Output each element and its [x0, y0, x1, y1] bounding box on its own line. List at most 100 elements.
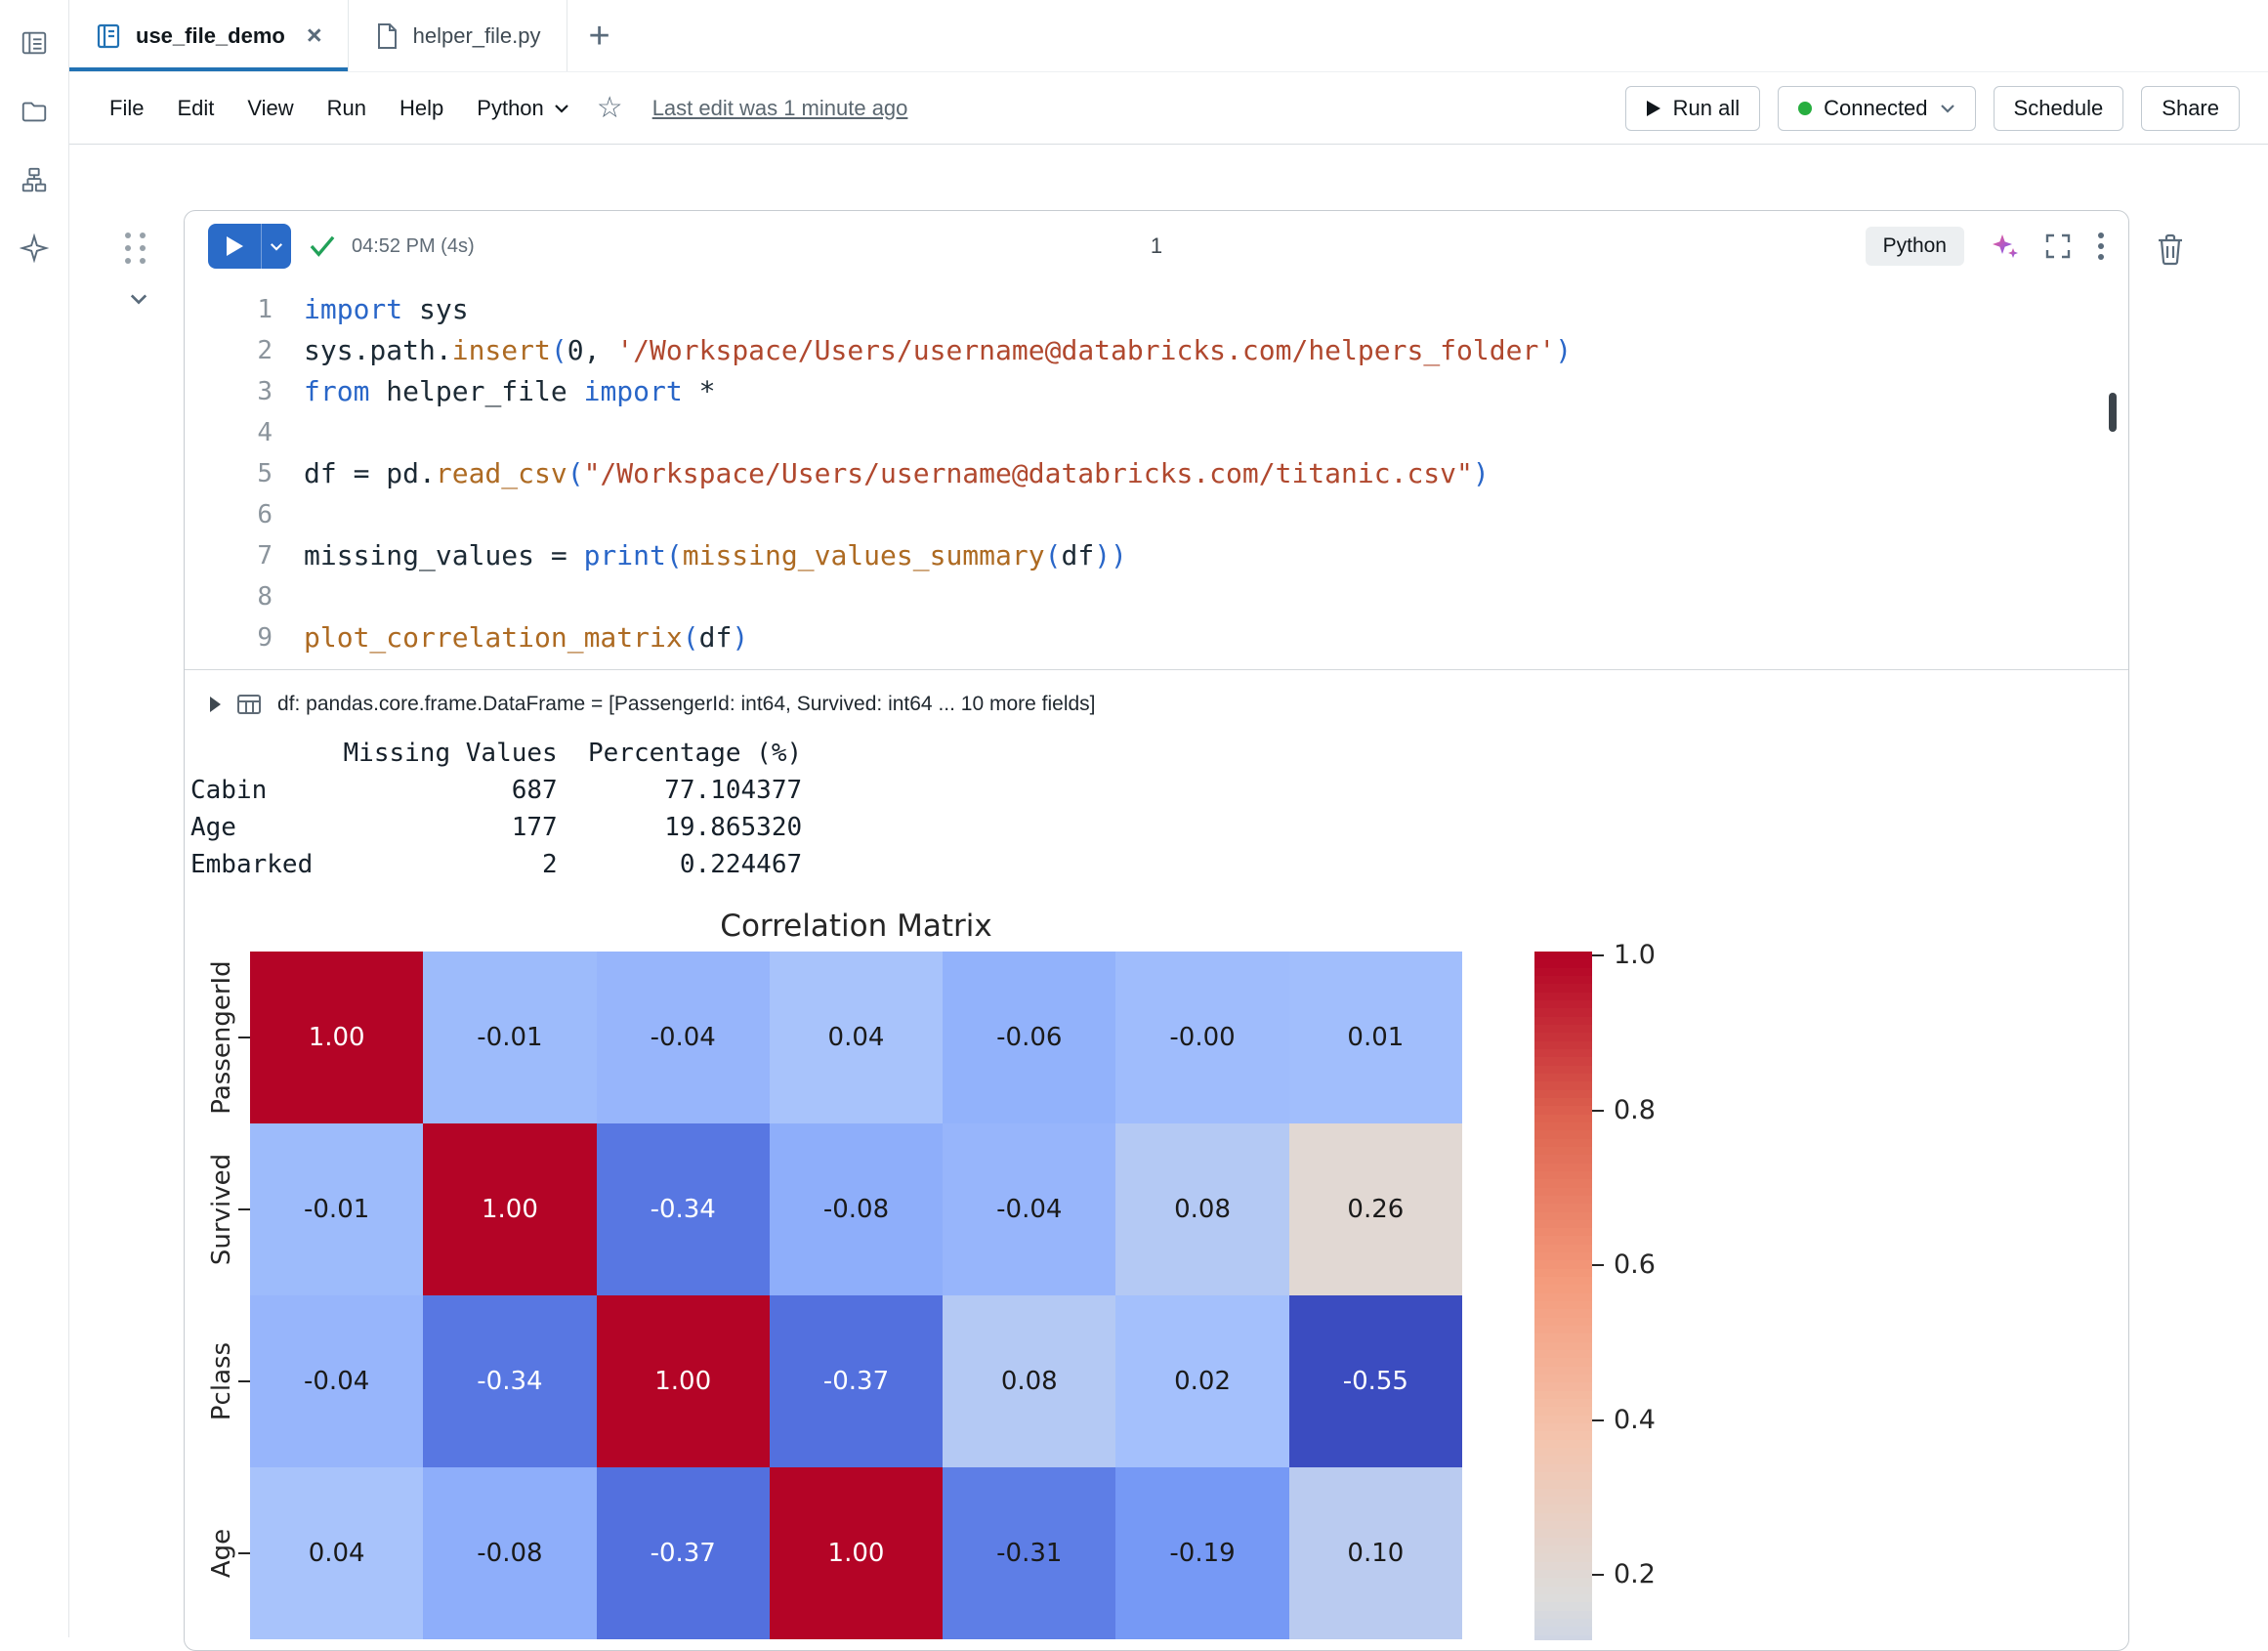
code-editor[interactable]: 1 import sys 2 sys.path.insert(0, '/Workspa…	[185, 281, 2128, 669]
heatmap-cell: -0.06	[943, 952, 1116, 1123]
colorbar-tick	[1592, 1418, 1604, 1421]
share-button[interactable]: Share	[2141, 85, 2240, 131]
heatmap-cell: 0.08	[943, 1295, 1116, 1467]
heatmap-row-label: Survived	[207, 1153, 236, 1266]
assistant-sparkle-icon[interactable]	[20, 233, 49, 263]
heatmap-row-label: Age	[207, 1528, 236, 1579]
delete-cell-button[interactable]	[2155, 233, 2186, 266]
chevron-down-icon	[555, 104, 568, 113]
heatmap-cell: -0.34	[596, 1123, 770, 1295]
code-line-8[interactable]: 8	[185, 576, 2128, 617]
correlation-heatmap: 1.00 -0.01 -0.04 0.04 -0.06 -0.00 0.01 -0.01 1.0…	[250, 952, 1462, 1639]
code-line-6[interactable]: 6	[185, 494, 2128, 535]
heatmap-cell: -0.04	[943, 1123, 1116, 1295]
heatmap-cell: 1.00	[769, 1467, 944, 1639]
heatmap-cell: -0.01	[250, 1123, 424, 1295]
heatmap-cell: -0.04	[250, 1295, 424, 1467]
heatmap-cell: -0.55	[1288, 1295, 1462, 1467]
play-icon	[1646, 100, 1660, 116]
code-line-4[interactable]: 4	[185, 412, 2128, 453]
new-tab-button[interactable]: +	[588, 15, 610, 57]
tab-label: helper_file.py	[412, 22, 541, 48]
colorbar-tick-label: 0.2	[1614, 1559, 1656, 1590]
heatmap-cell: 1.00	[423, 1123, 597, 1295]
last-edit-link[interactable]: Last edit was 1 minute ago	[651, 95, 908, 120]
heatmap-row-label: Pclass	[207, 1341, 236, 1421]
notebook-icon	[95, 22, 122, 50]
code-line-7[interactable]: 7 missing_values = print(missing_values_s…	[185, 535, 2128, 576]
tab-use-file-demo[interactable]: use_file_demo ×	[69, 0, 349, 71]
expand-caret-icon[interactable]	[210, 697, 221, 712]
cell-drag-handle[interactable]	[125, 233, 147, 264]
heatmap-cell: -0.19	[1115, 1467, 1289, 1639]
line-number: 5	[257, 459, 273, 488]
run-all-button[interactable]: Run all	[1624, 85, 1761, 131]
code-lines: 1 import sys 2 sys.path.insert(0, '/Workspa…	[185, 289, 2128, 658]
heatmap-cell: 1.00	[596, 1295, 770, 1467]
heatmap-cell: -0.37	[769, 1295, 944, 1467]
code-line-5[interactable]: 5 df = pd.read_csv("/Workspace/Users/user…	[185, 453, 2128, 494]
line-number: 2	[257, 336, 273, 365]
menu-run[interactable]: Run	[326, 95, 367, 120]
colorbar-tick-label: 0.8	[1614, 1094, 1656, 1125]
axis-tick	[238, 1552, 250, 1554]
heatmap-cell: 0.08	[1115, 1123, 1289, 1295]
colorbar-tick	[1592, 954, 1604, 956]
favorite-star-icon[interactable]: ☆	[596, 91, 623, 124]
plot-title: Correlation Matrix	[720, 909, 992, 944]
line-number: 4	[257, 418, 273, 447]
run-cell-button[interactable]	[208, 236, 261, 256]
chevron-down-icon	[271, 242, 282, 251]
results-divider	[185, 669, 2128, 670]
file-icon	[374, 22, 399, 50]
heatmap-cell: 0.04	[769, 952, 944, 1123]
heatmap-cell: -0.34	[423, 1295, 597, 1467]
schedule-button[interactable]: Schedule	[1993, 85, 2124, 131]
heatmap-cell: 0.10	[1288, 1467, 1462, 1639]
kebab-menu-icon[interactable]	[2097, 232, 2105, 261]
folder-icon[interactable]	[20, 97, 49, 126]
trash-icon	[2159, 233, 2182, 266]
table-of-contents-icon[interactable]	[20, 28, 49, 58]
code-line-1[interactable]: 1 import sys	[185, 289, 2128, 330]
heatmap-cell: 1.00	[250, 952, 424, 1123]
heatmap-cell: 0.01	[1288, 952, 1462, 1123]
menu-view[interactable]: View	[247, 95, 294, 120]
run-cell-split-button[interactable]	[208, 224, 291, 269]
line-number: 8	[257, 582, 273, 612]
notebook-language-selector[interactable]: Python	[477, 96, 569, 121]
fullscreen-icon[interactable]	[2044, 233, 2072, 260]
dataframe-summary-row[interactable]: df: pandas.core.frame.DataFrame = [Passe…	[210, 683, 1096, 726]
close-tab-icon[interactable]: ×	[306, 21, 322, 50]
lineage-icon[interactable]	[20, 165, 49, 194]
axis-tick	[238, 1208, 250, 1210]
assistant-icon[interactable]	[1990, 232, 2019, 261]
cell-header: 04:52 PM (4s) 1 Python	[185, 211, 2128, 281]
cluster-connected-dropdown[interactable]: Connected	[1778, 85, 1976, 131]
line-number: 1	[257, 295, 273, 324]
run-options-caret[interactable]	[262, 242, 291, 251]
dataframe-summary-text: df: pandas.core.frame.DataFrame = [Passe…	[277, 693, 1096, 715]
cell-collapse-chevron-icon[interactable]	[129, 293, 148, 305]
heatmap-cell: -0.08	[769, 1123, 944, 1295]
code-line-9[interactable]: 9 plot_correlation_matrix(df)	[185, 617, 2128, 658]
colorbar-tick-label: 0.4	[1614, 1404, 1656, 1435]
heatmap-cell: -0.00	[1115, 952, 1289, 1123]
tab-helper-file[interactable]: helper_file.py	[349, 0, 567, 71]
heatmap-cell: 0.04	[250, 1467, 424, 1639]
connected-status-dot	[1798, 101, 1813, 115]
cell-success-check-icon	[309, 234, 336, 258]
chevron-down-icon	[1940, 104, 1954, 113]
menu-edit[interactable]: Edit	[177, 95, 215, 120]
code-line-3[interactable]: 3 from helper_file import *	[185, 371, 2128, 412]
heatmap-cell: 0.02	[1115, 1295, 1289, 1467]
axis-tick	[238, 1037, 250, 1038]
code-scrollbar-thumb[interactable]	[2109, 393, 2117, 432]
menu-file[interactable]: File	[109, 95, 145, 120]
heatmap-row-label: PassengerId	[207, 960, 236, 1115]
menu-help[interactable]: Help	[399, 95, 444, 120]
cell-language-badge[interactable]: Python	[1865, 227, 1964, 266]
heatmap-colorbar	[1534, 952, 1592, 1640]
notebook-menubar: File Edit View Run Help Python ☆ Last ed…	[69, 72, 2268, 145]
code-line-2[interactable]: 2 sys.path.insert(0, '/Workspace/Users/us…	[185, 330, 2128, 371]
